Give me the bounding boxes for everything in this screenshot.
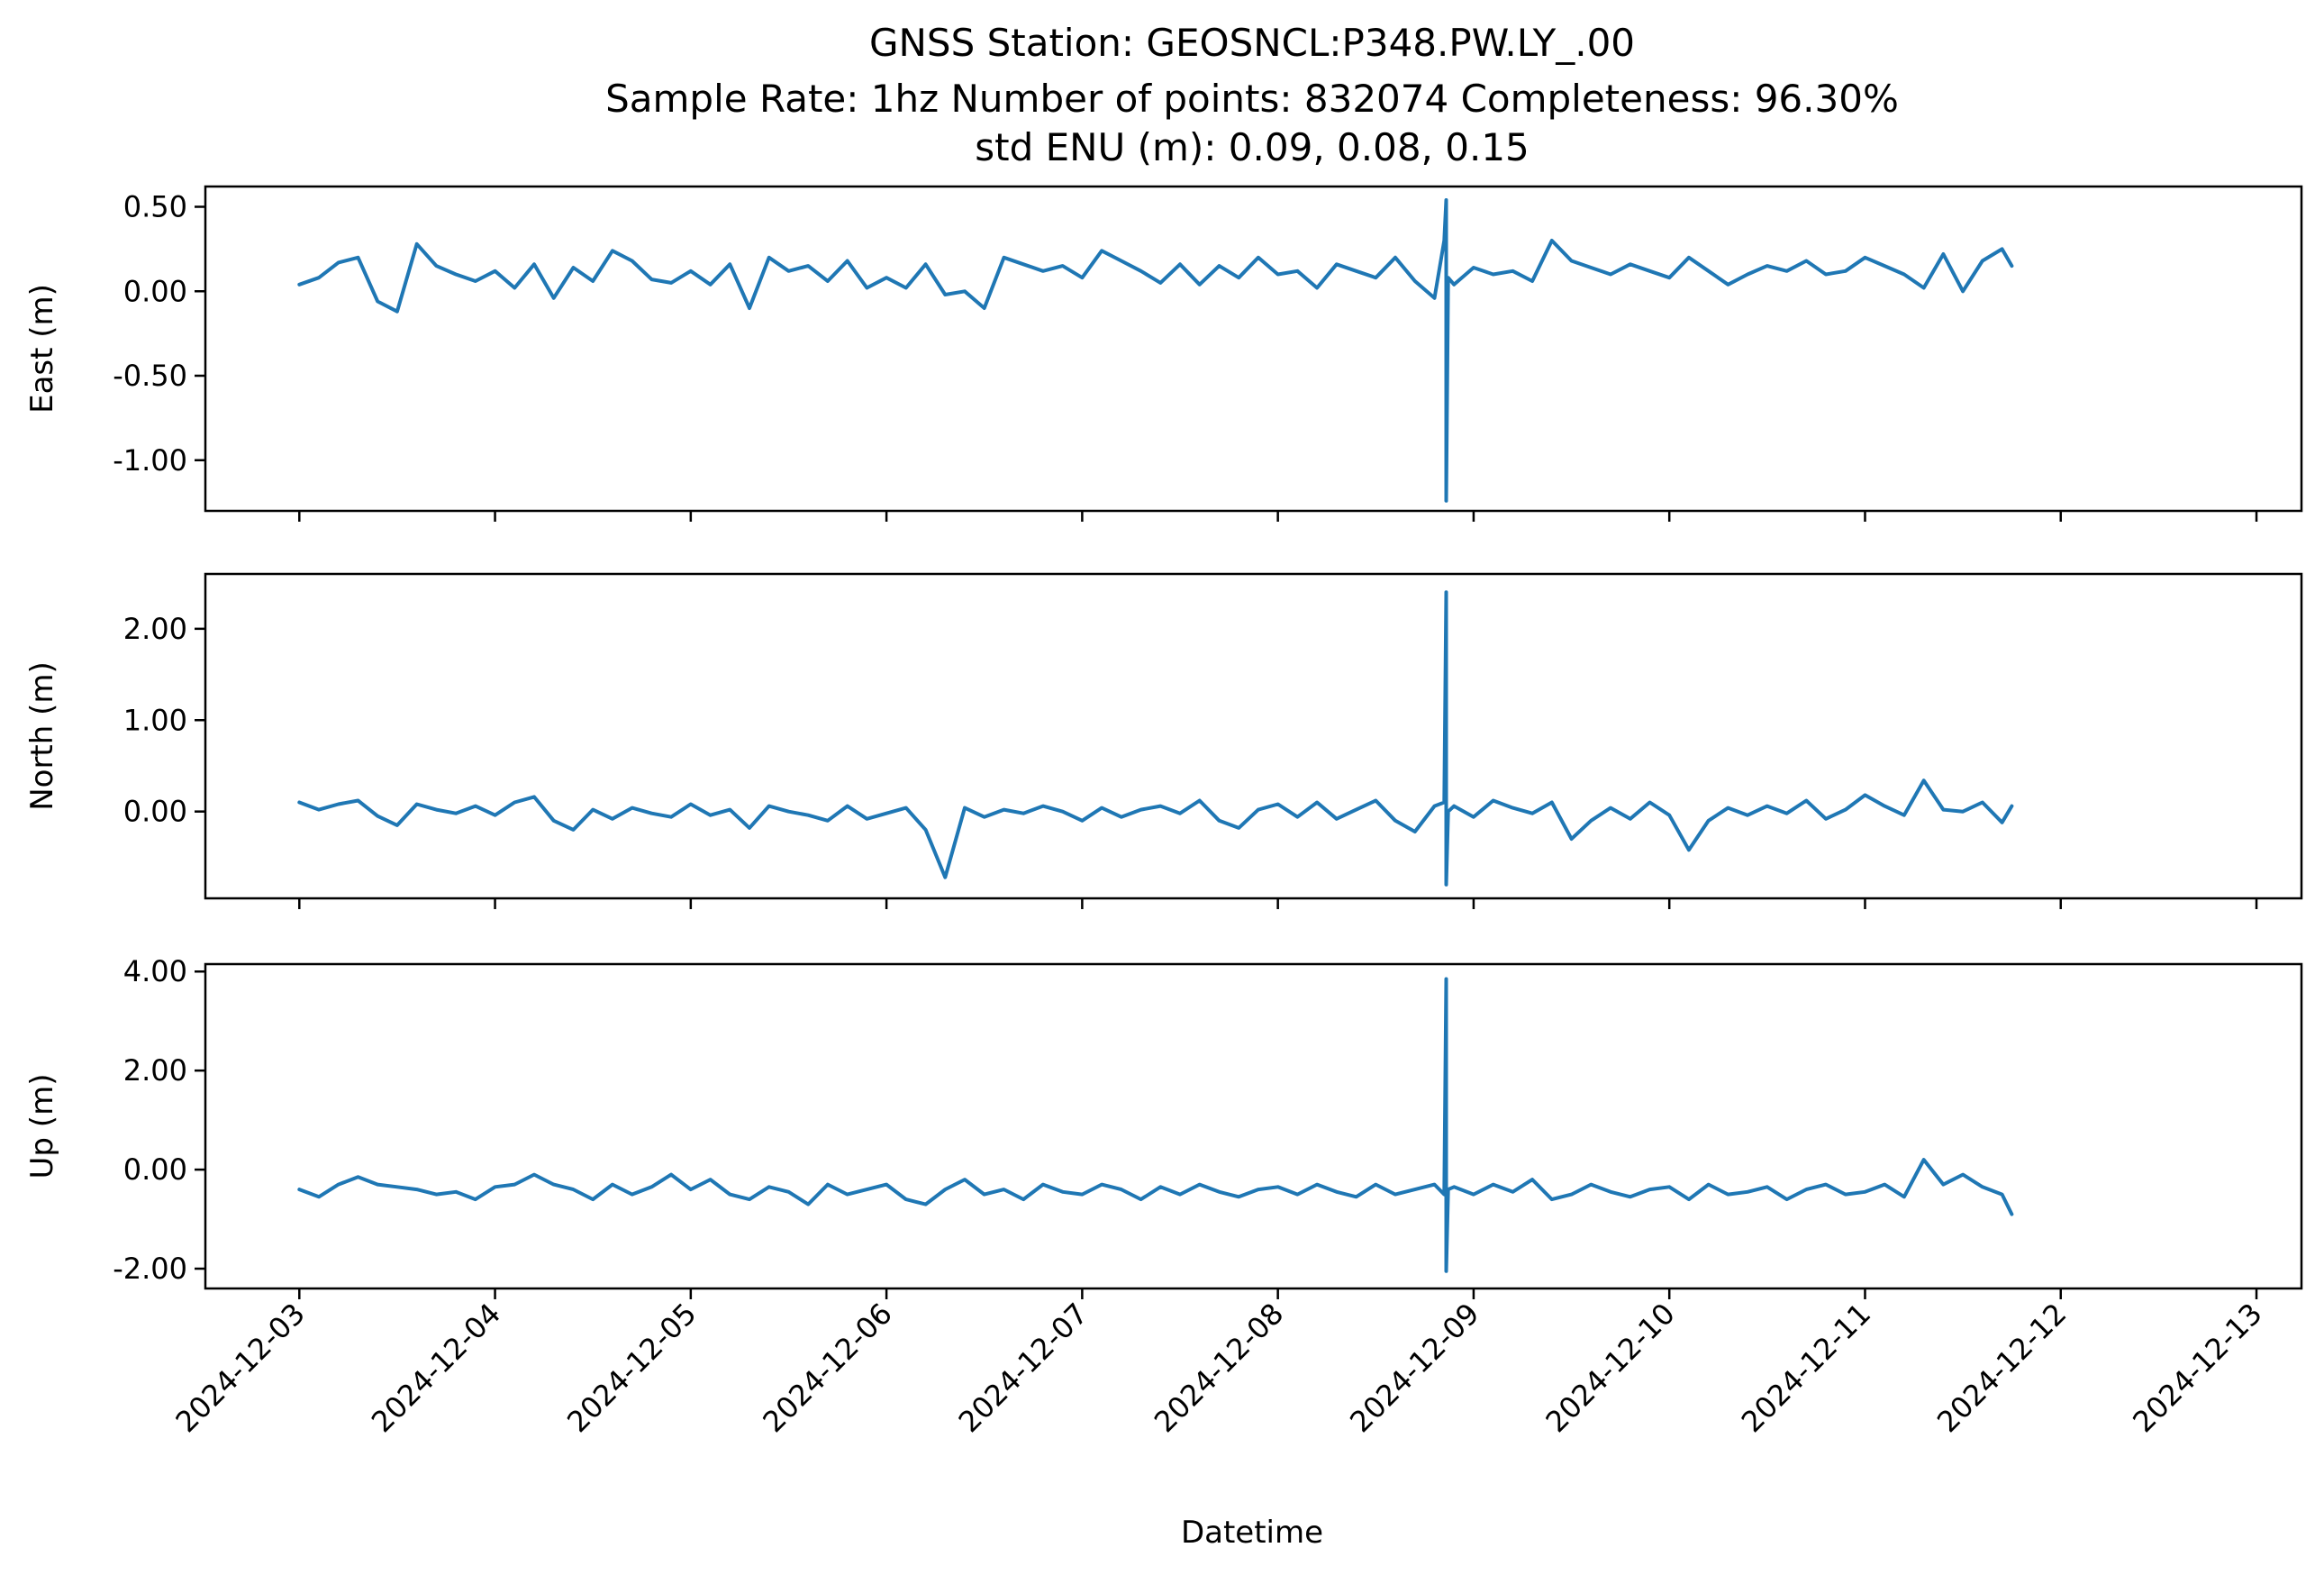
east-y-tick-label: 0.50 <box>123 190 187 224</box>
east-series-line <box>297 198 2014 503</box>
up-y-tick-label: 4.00 <box>123 954 187 988</box>
up-y-tick-label: 0.00 <box>123 1152 187 1187</box>
north-series-line <box>297 590 2014 887</box>
chart-title-line-1: GNSS Station: GEOSNCL:P348.PW.LY_.00 <box>869 21 1635 65</box>
north-axes-frame <box>204 572 2303 900</box>
up-axes-frame <box>204 962 2303 1290</box>
east-y-tick-label: -0.50 <box>113 359 187 393</box>
up-y-tick-label: -2.00 <box>113 1252 187 1286</box>
north-y-tick-label: 2.00 <box>123 612 187 646</box>
north-y-tick-label: 1.00 <box>123 703 187 737</box>
north-panel: 2.00 1.00 0.00 North (m) <box>24 572 2303 909</box>
up-y-axis-label: Up (m) <box>24 1074 60 1179</box>
east-y-axis-label: East (m) <box>24 284 60 414</box>
east-axes-frame <box>204 185 2303 513</box>
x-axis-label: Datetime <box>1181 1515 1323 1551</box>
up-y-tick-label: 2.00 <box>123 1053 187 1088</box>
north-y-tick-label: 0.00 <box>123 795 187 829</box>
up-series-line <box>297 977 2014 1273</box>
chart-title-line-2: Sample Rate: 1hz Number of points: 83207… <box>605 77 1899 121</box>
north-y-axis-label: North (m) <box>24 661 60 811</box>
east-y-tick-label: -1.00 <box>113 443 187 478</box>
east-panel: 0.50 0.00 -0.50 -1.00 East (m) <box>24 185 2303 522</box>
chart-title-line-3: std ENU (m): 0.09, 0.08, 0.15 <box>975 125 1530 169</box>
east-y-tick-label: 0.00 <box>123 274 187 308</box>
